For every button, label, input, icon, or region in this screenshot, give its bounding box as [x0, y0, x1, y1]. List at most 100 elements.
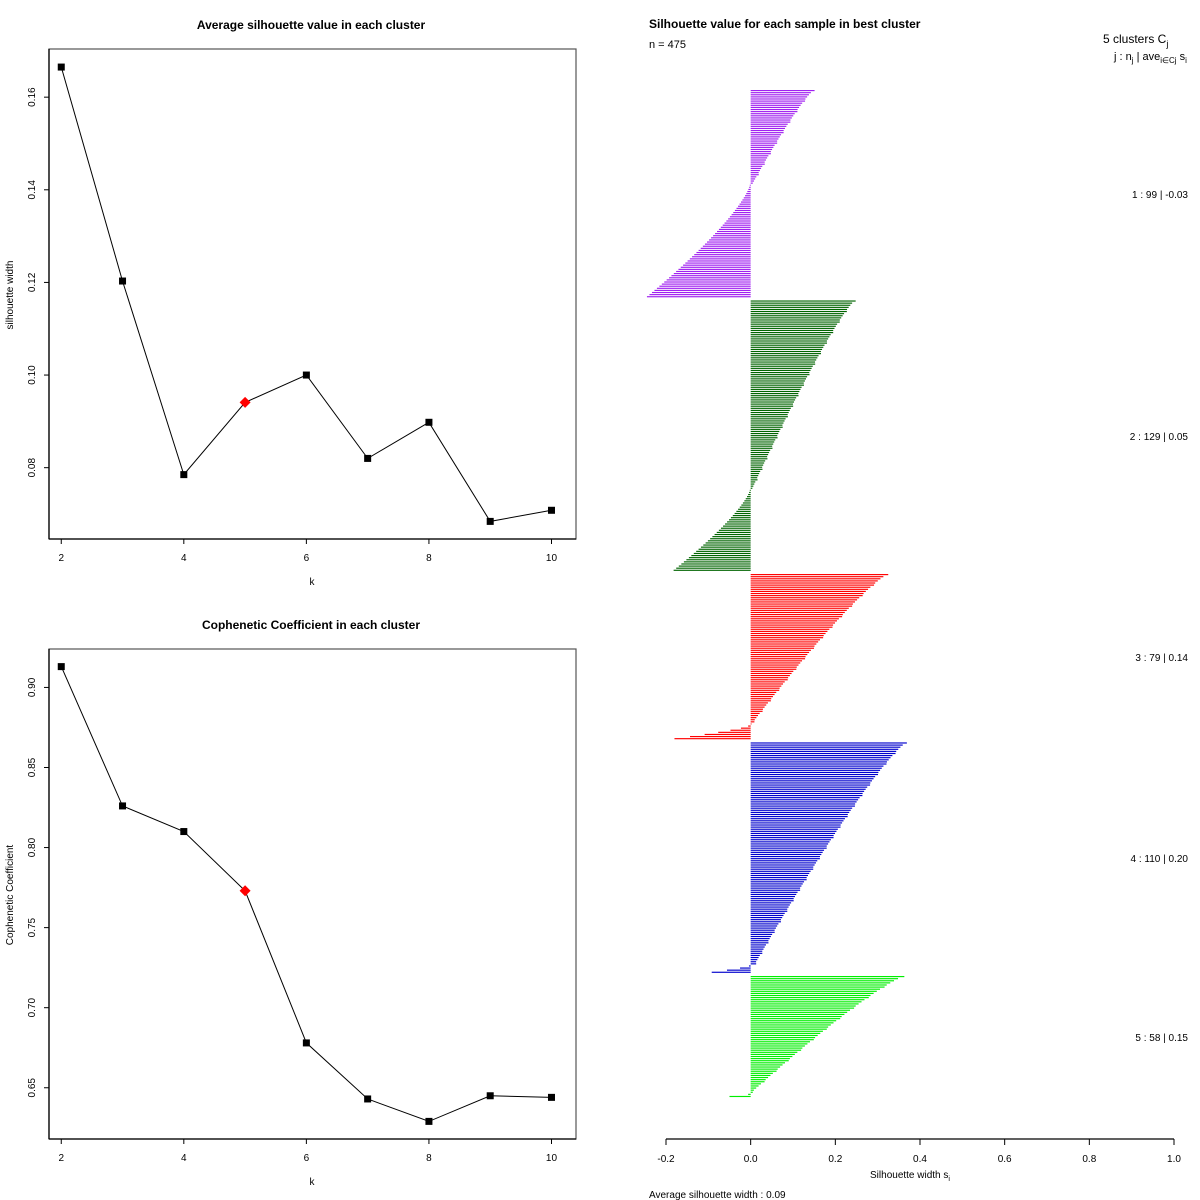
silhouette-bar [750, 607, 849, 609]
silhouette-bar [691, 554, 751, 557]
silhouette-bar [750, 1066, 781, 1068]
silhouette-bar [664, 281, 751, 283]
silhouette-bar [750, 355, 819, 357]
silhouette-bar [714, 533, 751, 536]
silhouette-bar [750, 340, 827, 342]
silhouette-bar [746, 193, 751, 195]
silhouette-bar [750, 172, 759, 174]
silhouette-bar [750, 129, 784, 132]
silhouette-bar [750, 117, 792, 119]
silhouette-bar [750, 887, 801, 889]
silhouette-bar [750, 788, 866, 790]
silhouette-bar [750, 826, 841, 828]
silhouette-bar [750, 472, 760, 475]
silhouette-bar [689, 258, 751, 260]
silhouette-bar [750, 935, 771, 938]
x-tick-label: 6 [304, 553, 310, 564]
silhouette-bar [750, 891, 798, 893]
silhouette-bar [750, 853, 822, 856]
silhouette-bar [750, 904, 790, 906]
silhouette-bar [750, 1028, 827, 1030]
silhouette-bar [750, 698, 772, 700]
silhouette-bar [750, 578, 881, 580]
silhouette-bar [750, 717, 757, 719]
silhouette-bar [750, 447, 773, 449]
silhouette-bar [729, 1095, 751, 1098]
silhouette-bar [750, 384, 804, 386]
silhouette-bar [674, 738, 751, 740]
silhouette-bar [750, 635, 824, 637]
silhouette-bar [685, 262, 751, 264]
silhouette-bar [683, 264, 751, 266]
silhouette-bar [741, 201, 751, 203]
silhouette-bar [750, 912, 785, 914]
silhouette-bar [690, 735, 751, 738]
silhouette-bar [750, 763, 887, 765]
silhouette-bar [750, 862, 816, 864]
silhouette-bar [750, 376, 808, 378]
silhouette-bar [700, 247, 751, 249]
silhouette-bar [750, 380, 805, 382]
y-tick-label: 0.90 [27, 677, 38, 697]
silhouette-bar [726, 220, 751, 222]
silhouette-bar [729, 519, 751, 521]
silhouette-bar [750, 658, 806, 660]
silhouette-bar [750, 151, 771, 153]
silhouette-bar [750, 855, 820, 858]
silhouette-bar [750, 811, 850, 813]
silhouette-bar [750, 923, 779, 925]
silhouette-bar [750, 115, 794, 117]
silhouette-bar [750, 159, 766, 161]
silhouette-bar [671, 275, 751, 277]
silhouette-bar [750, 946, 765, 948]
silhouette-bar [750, 374, 810, 376]
silhouette-bar [669, 277, 751, 279]
silhouette-bar [750, 944, 766, 946]
silhouette-bar [750, 485, 754, 487]
silhouette-bar [748, 1093, 751, 1095]
silhouette-bar [713, 235, 751, 237]
silhouette-bar [734, 512, 751, 515]
silhouette-bar [750, 161, 765, 163]
silhouette-bar [750, 148, 773, 151]
silhouette-bar [749, 489, 751, 491]
x-tick-label: 8 [426, 553, 432, 564]
silhouette-bar [750, 956, 759, 959]
data-point [180, 471, 188, 479]
silhouette-bar [750, 990, 877, 992]
silhouette-bar [750, 597, 860, 599]
data-point [547, 506, 555, 514]
silhouette-bar [750, 933, 773, 935]
silhouette-bar [750, 710, 763, 712]
silhouette-bar [750, 1024, 831, 1026]
silhouette-bar [750, 849, 825, 851]
silhouette-bar [750, 605, 853, 607]
silhouette-bar [750, 879, 807, 881]
y-axis-label: Cophenetic Coefficient [5, 845, 16, 946]
silhouette-bar [750, 1009, 851, 1011]
silhouette-bar [750, 1058, 790, 1060]
silhouette-bar [750, 668, 797, 670]
silhouette-bar [750, 803, 856, 805]
silhouette-bar [750, 773, 879, 776]
x-tick-label: 4 [181, 1153, 187, 1164]
x-tick-label: 10 [546, 553, 558, 564]
silhouette-bar [739, 203, 751, 205]
silhouette-bar [750, 1064, 783, 1066]
silhouette-bar [750, 132, 784, 134]
silhouette-bar [750, 353, 821, 355]
silhouette-bar [750, 1034, 818, 1037]
silhouette-bar [750, 142, 778, 144]
silhouette-bar [750, 885, 802, 887]
silhouette-bar [730, 517, 751, 519]
silhouette-bar [750, 816, 848, 818]
silhouette-bar [750, 630, 828, 632]
silhouette-bar [748, 493, 751, 496]
silhouette-bar [750, 820, 844, 822]
silhouette-bar [704, 733, 751, 736]
silhouette-bar [750, 414, 788, 416]
silhouette-bar [750, 685, 782, 687]
silhouette-bar [750, 809, 851, 811]
silhouette-bar [750, 323, 838, 325]
silhouette-bar [750, 674, 790, 677]
